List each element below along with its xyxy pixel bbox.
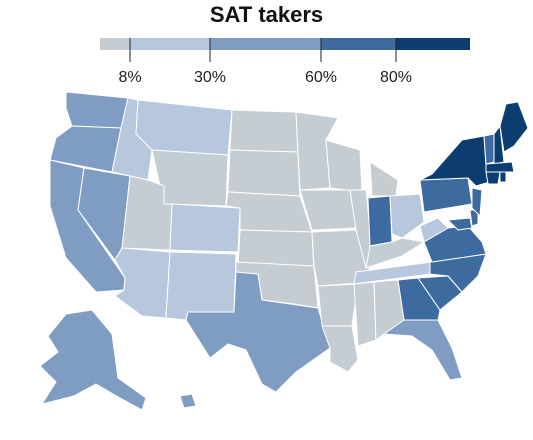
state-massachusetts[interactable] bbox=[485, 161, 515, 173]
state-texas[interactable] bbox=[185, 271, 331, 393]
state-alaska[interactable] bbox=[39, 309, 147, 411]
state-pennsylvania[interactable] bbox=[419, 177, 473, 213]
state-maine[interactable] bbox=[499, 101, 529, 153]
state-connecticut[interactable] bbox=[485, 171, 501, 185]
legend-bin-8-30 bbox=[130, 38, 210, 50]
state-hawaii[interactable] bbox=[179, 393, 197, 409]
state-south-dakota[interactable] bbox=[227, 149, 301, 197]
state-louisiana[interactable] bbox=[321, 325, 359, 373]
state-ohio[interactable] bbox=[389, 193, 425, 239]
state-indiana[interactable] bbox=[367, 195, 393, 247]
state-colorado[interactable] bbox=[169, 203, 241, 253]
state-michigan[interactable] bbox=[369, 161, 399, 197]
states bbox=[39, 91, 529, 411]
state-north-dakota[interactable] bbox=[229, 109, 299, 153]
legend-tick-label-60: 60% bbox=[305, 69, 337, 86]
state-west-virginia[interactable] bbox=[419, 217, 449, 243]
legend-bin-60-80 bbox=[321, 38, 396, 50]
state-vermont[interactable] bbox=[483, 133, 495, 165]
state-utah[interactable] bbox=[121, 175, 173, 251]
state-wisconsin[interactable] bbox=[325, 139, 363, 193]
map-title: SAT takers bbox=[209, 2, 324, 27]
legend-bin-80-100 bbox=[396, 38, 470, 50]
state-new-hampshire[interactable] bbox=[493, 125, 505, 165]
state-washington[interactable] bbox=[65, 91, 129, 129]
state-florida[interactable] bbox=[383, 319, 463, 381]
legend-bin-0-8 bbox=[100, 38, 130, 50]
state-maryland[interactable] bbox=[447, 217, 473, 231]
state-montana[interactable] bbox=[135, 99, 233, 156]
state-rhode-island[interactable] bbox=[499, 171, 507, 183]
legend-tick-label-80: 80% bbox=[380, 69, 412, 86]
state-oregon[interactable] bbox=[49, 125, 122, 173]
state-georgia[interactable] bbox=[397, 277, 441, 321]
legend: 8% 30% 60% 80% bbox=[100, 38, 470, 86]
state-mississippi[interactable] bbox=[353, 281, 377, 347]
state-new-mexico[interactable] bbox=[165, 251, 237, 321]
state-new-jersey[interactable] bbox=[471, 187, 483, 217]
legend-bin-30-60 bbox=[210, 38, 321, 50]
legend-tick-label-8: 8% bbox=[118, 69, 141, 86]
legend-tick-label-30: 30% bbox=[194, 69, 226, 86]
state-arkansas[interactable] bbox=[317, 283, 359, 327]
